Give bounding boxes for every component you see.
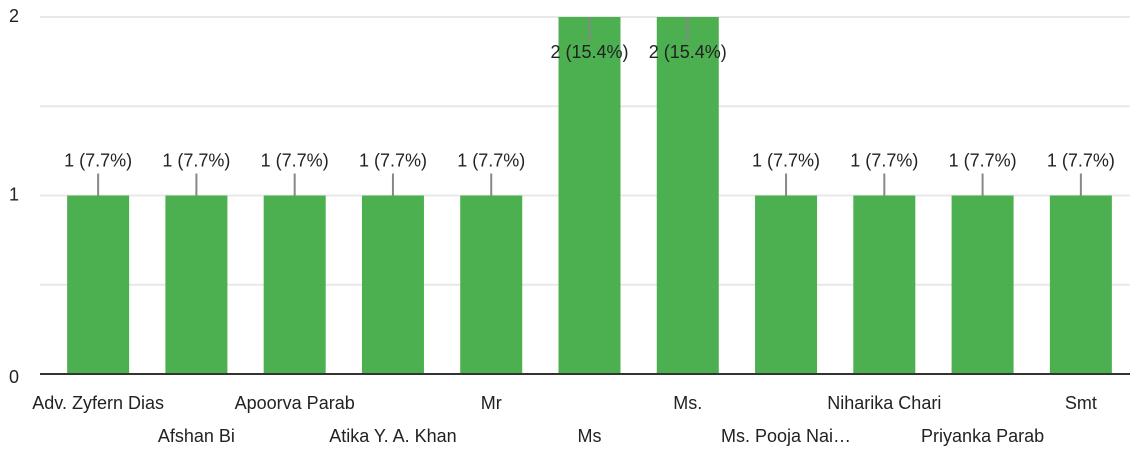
bar (1049, 195, 1112, 374)
x-tick-label: Ms. (673, 393, 702, 413)
y-tick-label: 2 (9, 6, 19, 26)
x-tick-label: Apoorva Parab (235, 393, 355, 413)
data-label: 1 (7.7%) (457, 150, 525, 170)
data-label: 1 (7.7%) (162, 150, 230, 170)
x-tick-label: Smt (1065, 393, 1097, 413)
bar (656, 17, 719, 374)
bar (165, 195, 228, 374)
x-tick-label: Mr (481, 393, 502, 413)
bar (853, 195, 916, 374)
data-label: 1 (7.7%) (1047, 150, 1115, 170)
bar (361, 195, 424, 374)
x-tick-label: Afshan Bi (158, 426, 235, 446)
y-tick-label: 0 (9, 367, 19, 387)
x-tick-label: Ms. Pooja Nai… (721, 426, 851, 446)
x-tick-label: Adv. Zyfern Dias (32, 393, 164, 413)
y-tick-label: 1 (9, 184, 19, 204)
bar (460, 195, 523, 374)
x-tick-label: Ms (578, 426, 602, 446)
x-tick-label: Priyanka Parab (921, 426, 1044, 446)
data-label: 1 (7.7%) (64, 150, 132, 170)
bar (755, 195, 818, 374)
bar (67, 195, 130, 374)
x-tick-label: Niharika Chari (827, 393, 941, 413)
data-label: 1 (7.7%) (752, 150, 820, 170)
data-label: 2 (15.4%) (649, 42, 727, 62)
x-tick-label: Atika Y. A. Khan (329, 426, 456, 446)
data-label: 1 (7.7%) (850, 150, 918, 170)
data-label: 1 (7.7%) (261, 150, 329, 170)
data-label: 1 (7.7%) (359, 150, 427, 170)
bar (558, 17, 621, 374)
bar (951, 195, 1014, 374)
bar (263, 195, 326, 374)
data-label: 2 (15.4%) (550, 42, 628, 62)
data-label: 1 (7.7%) (949, 150, 1017, 170)
